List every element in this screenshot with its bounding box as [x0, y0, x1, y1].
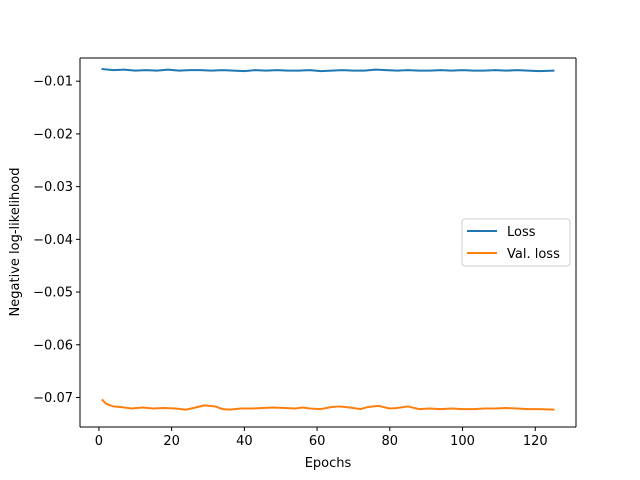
x-tick-label: 80: [382, 434, 399, 449]
series-layer: [101, 67, 555, 411]
y-tick-label: −0.06: [33, 338, 73, 353]
x-tick-label: 100: [450, 434, 475, 449]
x-tick-label: 40: [236, 434, 253, 449]
series-line-val-loss: [101, 398, 555, 411]
y-tick-label: −0.01: [33, 75, 73, 90]
x-tick-label: 60: [309, 434, 326, 449]
y-tick-label: −0.02: [33, 127, 73, 142]
y-axis: −0.01 −0.02 −0.03 −0.04 −0.05 −0.06 −0.07: [33, 75, 80, 406]
y-axis-title: Negative log-likelihood: [8, 168, 23, 317]
x-tick-label: 0: [95, 434, 103, 449]
legend-label-val-loss: Val. loss: [507, 247, 560, 262]
y-tick-label: −0.05: [33, 286, 73, 301]
y-tick-label: −0.07: [33, 391, 73, 406]
y-tick-label: −0.04: [33, 233, 73, 248]
x-axis: 0 20 40 60 80 100 120: [95, 427, 548, 449]
legend: Loss Val. loss: [461, 218, 571, 267]
series-line-loss: [101, 67, 555, 73]
x-axis-title: Epochs: [305, 456, 352, 471]
legend-label-loss: Loss: [507, 225, 536, 240]
y-tick-label: −0.03: [33, 180, 73, 195]
axes-frame: [79, 57, 577, 428]
x-tick-label: 120: [523, 434, 548, 449]
x-tick-label: 20: [163, 434, 180, 449]
